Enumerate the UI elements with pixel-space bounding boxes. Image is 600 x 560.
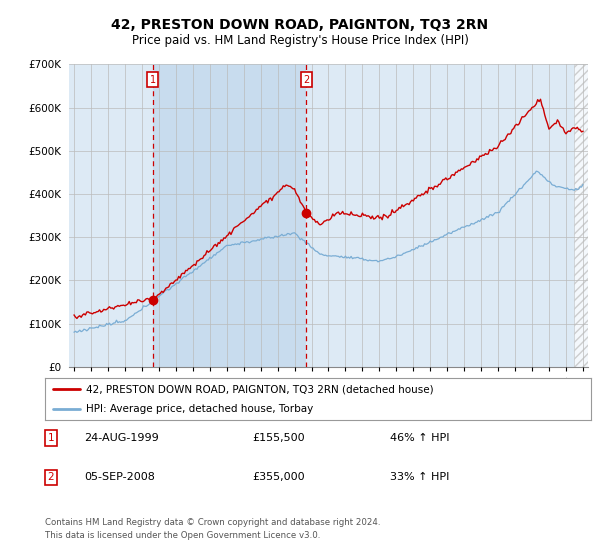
Text: 42, PRESTON DOWN ROAD, PAIGNTON, TQ3 2RN: 42, PRESTON DOWN ROAD, PAIGNTON, TQ3 2RN (112, 18, 488, 32)
Text: 46% ↑ HPI: 46% ↑ HPI (390, 433, 449, 443)
Text: 24-AUG-1999: 24-AUG-1999 (84, 433, 159, 443)
Text: Contains HM Land Registry data © Crown copyright and database right 2024.
This d: Contains HM Land Registry data © Crown c… (45, 519, 380, 540)
Text: 2: 2 (47, 472, 55, 482)
Bar (153, 64, 306, 367)
Text: 05-SEP-2008: 05-SEP-2008 (84, 472, 155, 482)
Text: £355,000: £355,000 (252, 472, 305, 482)
Text: 2: 2 (303, 74, 309, 85)
Text: HPI: Average price, detached house, Torbay: HPI: Average price, detached house, Torb… (86, 404, 313, 414)
Text: 33% ↑ HPI: 33% ↑ HPI (390, 472, 449, 482)
Text: £155,500: £155,500 (252, 433, 305, 443)
Text: 1: 1 (150, 74, 156, 85)
Text: 42, PRESTON DOWN ROAD, PAIGNTON, TQ3 2RN (detached house): 42, PRESTON DOWN ROAD, PAIGNTON, TQ3 2RN… (86, 384, 434, 394)
Text: Price paid vs. HM Land Registry's House Price Index (HPI): Price paid vs. HM Land Registry's House … (131, 34, 469, 47)
Bar (574, 64, 588, 367)
Text: 1: 1 (47, 433, 55, 443)
